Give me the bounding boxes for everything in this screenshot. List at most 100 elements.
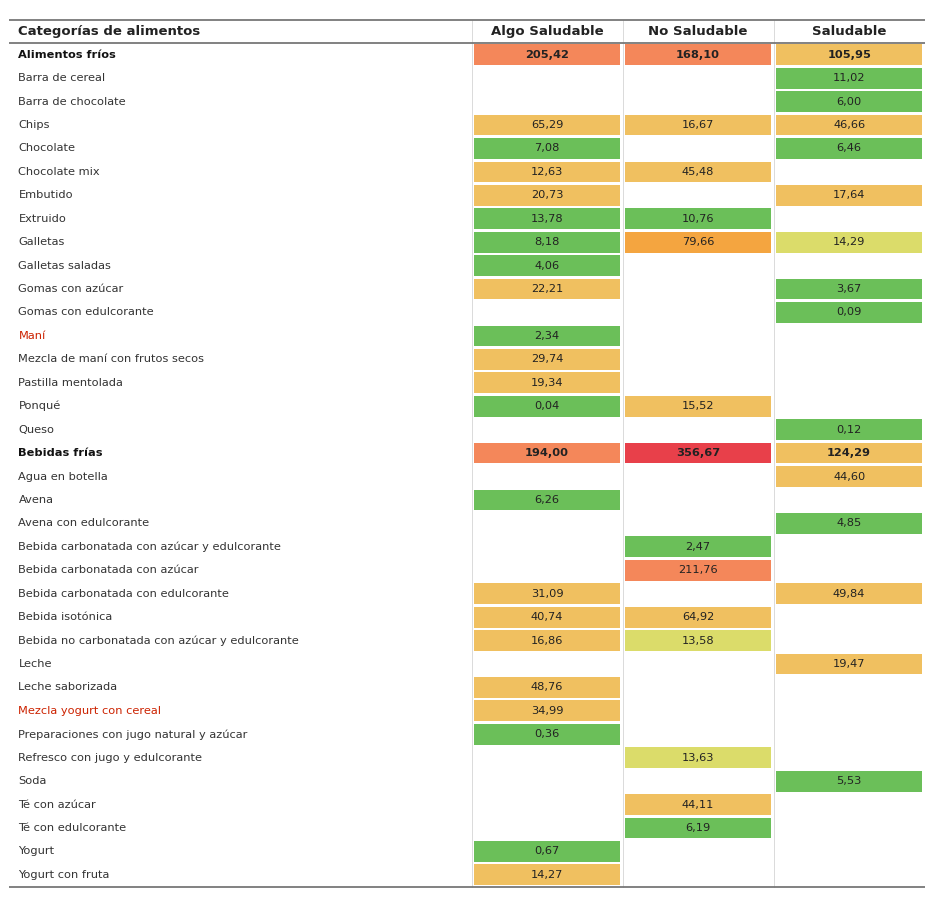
Text: 2,47: 2,47 [686, 542, 711, 552]
Text: 194,00: 194,00 [525, 448, 569, 458]
FancyBboxPatch shape [776, 419, 922, 440]
Text: Té con azúcar: Té con azúcar [19, 799, 96, 810]
Text: Yogurt con fruta: Yogurt con fruta [19, 870, 110, 880]
Text: 19,47: 19,47 [833, 659, 866, 669]
FancyBboxPatch shape [474, 700, 620, 721]
Text: 0,09: 0,09 [837, 308, 862, 318]
Text: 6,26: 6,26 [534, 495, 559, 505]
Text: Algo Saludable: Algo Saludable [490, 25, 603, 38]
FancyBboxPatch shape [474, 630, 620, 651]
Text: Ponqué: Ponqué [19, 401, 61, 411]
FancyBboxPatch shape [474, 184, 620, 206]
Text: 0,67: 0,67 [534, 846, 559, 857]
Text: 17,64: 17,64 [833, 190, 865, 201]
Text: 205,42: 205,42 [525, 50, 569, 59]
Text: Leche: Leche [19, 659, 52, 669]
Text: Yogurt: Yogurt [19, 846, 54, 857]
Text: 12,63: 12,63 [531, 166, 563, 177]
Text: 0,04: 0,04 [534, 401, 559, 411]
Text: 20,73: 20,73 [531, 190, 563, 201]
Text: 13,58: 13,58 [682, 635, 715, 645]
FancyBboxPatch shape [776, 114, 922, 135]
FancyBboxPatch shape [776, 770, 922, 791]
Text: Maní: Maní [19, 331, 46, 341]
Text: Gomas con edulcorante: Gomas con edulcorante [19, 308, 154, 318]
Text: Refresco con jugo y edulcorante: Refresco con jugo y edulcorante [19, 752, 203, 762]
FancyBboxPatch shape [626, 209, 771, 230]
FancyBboxPatch shape [474, 724, 620, 744]
Text: Mezcla de maní con frutos secos: Mezcla de maní con frutos secos [19, 355, 205, 365]
FancyBboxPatch shape [474, 326, 620, 346]
FancyBboxPatch shape [474, 396, 620, 417]
FancyBboxPatch shape [474, 443, 620, 464]
Text: 16,67: 16,67 [682, 120, 715, 130]
FancyBboxPatch shape [626, 536, 771, 557]
Text: Saludable: Saludable [812, 25, 886, 38]
FancyBboxPatch shape [776, 513, 922, 534]
Text: 5,53: 5,53 [837, 776, 862, 786]
Text: Galletas: Galletas [19, 238, 64, 248]
Text: 10,76: 10,76 [682, 214, 715, 224]
Text: No Saludable: No Saludable [648, 25, 748, 38]
FancyBboxPatch shape [474, 490, 620, 510]
Text: 4,06: 4,06 [534, 261, 559, 271]
Text: 6,19: 6,19 [686, 823, 711, 833]
FancyBboxPatch shape [626, 747, 771, 768]
Text: Alimentos fríos: Alimentos fríos [19, 50, 116, 59]
FancyBboxPatch shape [474, 677, 620, 698]
Text: 6,00: 6,00 [837, 96, 862, 106]
Text: 16,86: 16,86 [531, 635, 563, 645]
FancyBboxPatch shape [776, 279, 922, 300]
FancyBboxPatch shape [626, 794, 771, 815]
Text: 14,27: 14,27 [531, 870, 563, 880]
FancyBboxPatch shape [626, 817, 771, 839]
Text: 40,74: 40,74 [531, 612, 563, 622]
FancyBboxPatch shape [474, 161, 620, 183]
Text: Bebida carbonatada con edulcorante: Bebida carbonatada con edulcorante [19, 589, 230, 598]
FancyBboxPatch shape [626, 630, 771, 651]
FancyBboxPatch shape [776, 653, 922, 674]
Text: 49,84: 49,84 [833, 589, 865, 598]
FancyBboxPatch shape [474, 44, 620, 65]
FancyBboxPatch shape [474, 349, 620, 370]
Text: Pastilla mentolada: Pastilla mentolada [19, 378, 123, 388]
Text: Galletas saladas: Galletas saladas [19, 261, 111, 271]
FancyBboxPatch shape [626, 396, 771, 417]
Text: Té con edulcorante: Té con edulcorante [19, 823, 127, 833]
Text: 356,67: 356,67 [676, 448, 720, 458]
Text: 65,29: 65,29 [531, 120, 563, 130]
Text: 8,18: 8,18 [534, 238, 559, 248]
FancyBboxPatch shape [626, 114, 771, 135]
Text: Preparaciones con jugo natural y azúcar: Preparaciones con jugo natural y azúcar [19, 729, 248, 740]
FancyBboxPatch shape [776, 466, 922, 487]
Text: 0,12: 0,12 [837, 425, 862, 435]
Text: 29,74: 29,74 [531, 355, 563, 365]
FancyBboxPatch shape [626, 232, 771, 253]
Text: Embutido: Embutido [19, 190, 73, 201]
Text: 14,29: 14,29 [833, 238, 865, 248]
Text: 105,95: 105,95 [828, 50, 871, 59]
FancyBboxPatch shape [776, 232, 922, 253]
Text: Bebida no carbonatada con azúcar y edulcorante: Bebida no carbonatada con azúcar y edulc… [19, 635, 299, 646]
Text: 48,76: 48,76 [531, 682, 563, 692]
Text: 11,02: 11,02 [833, 73, 866, 83]
Text: 79,66: 79,66 [682, 238, 715, 248]
FancyBboxPatch shape [776, 91, 922, 112]
FancyBboxPatch shape [474, 279, 620, 300]
FancyBboxPatch shape [776, 44, 922, 65]
Text: Mezcla yogurt con cereal: Mezcla yogurt con cereal [19, 706, 162, 716]
Text: 4,85: 4,85 [837, 518, 862, 528]
FancyBboxPatch shape [776, 138, 922, 159]
FancyBboxPatch shape [474, 373, 620, 393]
FancyBboxPatch shape [474, 583, 620, 604]
Text: 15,52: 15,52 [682, 401, 715, 411]
FancyBboxPatch shape [474, 256, 620, 276]
FancyBboxPatch shape [776, 68, 922, 88]
Text: 3,67: 3,67 [837, 284, 862, 294]
Text: 44,11: 44,11 [682, 799, 715, 810]
Text: Chocolate mix: Chocolate mix [19, 166, 100, 177]
FancyBboxPatch shape [776, 443, 922, 464]
Text: Barra de cereal: Barra de cereal [19, 73, 106, 83]
Text: Bebida isotónica: Bebida isotónica [19, 612, 113, 622]
FancyBboxPatch shape [474, 232, 620, 253]
